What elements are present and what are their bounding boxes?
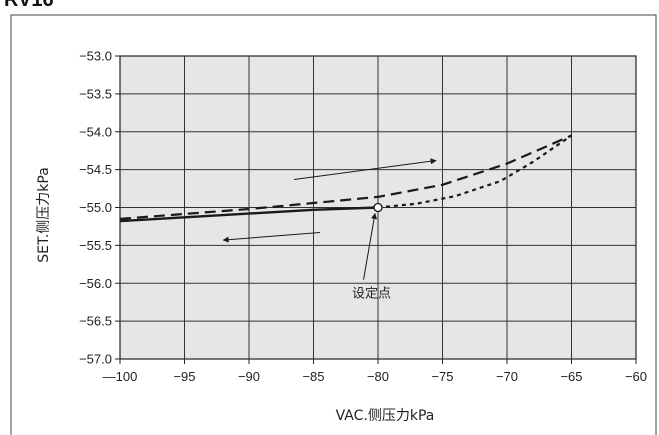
header-fragment: RV16 (4, 0, 54, 11)
x-tick-label: −90 (238, 369, 260, 384)
direction-arrow (222, 231, 320, 243)
set-point-label: 设定点 (352, 287, 391, 302)
arrows-group (222, 158, 437, 243)
y-tick-labels: −53.0 −53.5 −54.0 −54.5 −55.0 −55.5 −56.0 −56.5… (79, 49, 120, 367)
x-axis-title: VAC.侧压力kPa (336, 408, 435, 424)
series-line-dashed (119, 134, 572, 220)
x-tick-label: −65 (560, 369, 582, 384)
x-tick-label: −95 (173, 369, 195, 384)
series-line-solid (119, 206, 379, 223)
y-tick-label: −53.0 (79, 49, 112, 64)
set-point-marker (373, 202, 383, 213)
y-tick-label: −55.0 (79, 200, 112, 215)
outer-frame (10, 14, 657, 435)
y-tick-label: −55.5 (79, 238, 112, 253)
x-tick-label: —100 (103, 369, 138, 384)
y-tick-label: −57.0 (79, 352, 112, 367)
y-tick-label: −56.0 (79, 276, 112, 291)
x-tick-labels: —100 −95 −90 −85 −80 −75 −70 −65 −60 (103, 359, 647, 384)
y-tick-label: −54.5 (79, 162, 112, 177)
y-tick-label: −56.5 (79, 314, 112, 329)
x-tick-label: −70 (496, 369, 518, 384)
set-point-annotation: 设定点 (352, 202, 391, 302)
grid (120, 56, 636, 359)
x-tick-label: −75 (431, 369, 453, 384)
y-tick-label: −53.5 (79, 86, 112, 101)
y-axis-title: SET.侧压力kPa (36, 167, 52, 263)
x-tick-label: −85 (302, 369, 324, 384)
set-point-pointer (363, 212, 378, 280)
series-line-dotted (377, 134, 573, 209)
direction-arrow (294, 158, 437, 180)
x-tick-label: −80 (367, 369, 389, 384)
x-tick-label: −60 (625, 369, 647, 384)
y-tick-label: −54.0 (79, 124, 112, 139)
series-group (119, 134, 573, 223)
